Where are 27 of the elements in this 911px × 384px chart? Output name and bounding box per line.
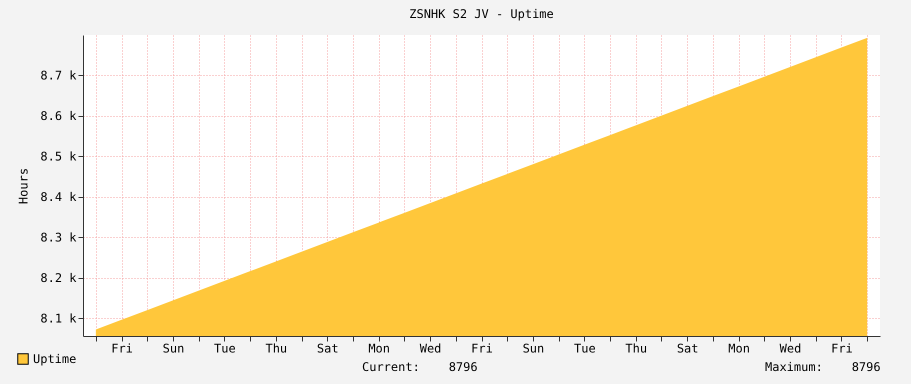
x-tick-label: Wed [420, 342, 442, 356]
y-axis-title: Hours [16, 168, 30, 204]
x-tick-label: Thu [265, 342, 288, 356]
y-tick-label: 8.1 k [40, 312, 78, 326]
x-tick-label: Sat [316, 342, 339, 356]
text: Maximum: 8796 [765, 360, 881, 374]
x-tick-label: Sun [522, 342, 544, 356]
x-tick-label: Sun [162, 342, 184, 356]
x-tick-label: Thu [625, 342, 648, 356]
x-tick-label: Mon [368, 342, 390, 356]
x-tick-label: Mon [728, 342, 750, 356]
text: Current: 8796 [362, 360, 478, 374]
legend-label: Uptime [33, 352, 76, 366]
x-tick-label: Wed [780, 342, 802, 356]
x-tick-label: Fri [471, 342, 493, 356]
x-tick-label: Tue [214, 342, 236, 356]
x-tick-label: Fri [831, 342, 853, 356]
y-tick-label: 8.7 k [40, 68, 78, 83]
x-tick-label: Sat [676, 342, 699, 356]
chart-title: ZSNHK S2 JV - Uptime [409, 7, 554, 21]
y-tick-label: 8.6 k [40, 109, 78, 124]
y-tick-label: 8.5 k [40, 150, 78, 164]
x-tick-label: Tue [574, 342, 596, 356]
y-tick-label: 8.4 k [40, 190, 78, 204]
y-tick-label: 8.2 k [40, 271, 78, 286]
y-tick-label: 8.3 k [40, 230, 78, 245]
x-tick-label: Fri [111, 342, 133, 356]
